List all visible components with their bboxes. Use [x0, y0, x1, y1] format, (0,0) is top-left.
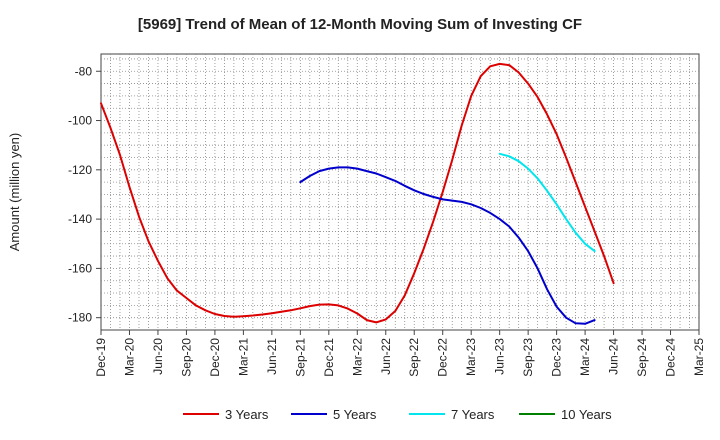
y-axis: -80 -100 -120 -140 -160 -180 — [68, 64, 101, 325]
x-tick-label: Sep-22 — [407, 338, 421, 377]
legend: 3 Years 5 Years 7 Years 10 Years — [183, 407, 612, 422]
y-tick-label: -140 — [68, 212, 92, 226]
chart-title: [5969] Trend of Mean of 12-Month Moving … — [138, 16, 582, 33]
y-tick-label: -100 — [68, 114, 92, 128]
series-lines — [100, 62, 615, 325]
y-axis-label: Amount (million yen) — [7, 133, 22, 252]
x-tick-label: Mar-21 — [236, 338, 250, 376]
x-tick-label: Dec-23 — [550, 338, 564, 377]
x-tick-label: Mar-23 — [464, 338, 478, 376]
grid-lines — [101, 54, 699, 330]
series-line-3-years — [100, 62, 615, 324]
x-tick-label: Dec-19 — [94, 338, 108, 377]
legend-label-10-years: 10 Years — [561, 407, 612, 422]
x-tick-label: Sep-24 — [635, 338, 649, 377]
x-tick-label: Mar-25 — [692, 338, 706, 376]
y-tick-label: -160 — [68, 261, 92, 275]
legend-label-5-years: 5 Years — [333, 407, 377, 422]
series-line-5-years — [299, 166, 596, 325]
x-tick-label: Dec-24 — [664, 338, 678, 377]
x-tick-label: Jun-24 — [607, 338, 621, 375]
series-line-7-years — [498, 152, 596, 253]
x-tick-label: Dec-22 — [436, 338, 450, 377]
x-tick-label: Jun-20 — [151, 338, 165, 375]
y-tick-label: -80 — [75, 64, 93, 78]
x-tick-label: Jun-21 — [265, 338, 279, 375]
plot-frame — [100, 53, 700, 331]
x-tick-label: Dec-20 — [208, 338, 222, 377]
legend-label-7-years: 7 Years — [451, 407, 495, 422]
x-tick-label: Sep-20 — [179, 338, 193, 377]
plot-area — [100, 53, 700, 331]
y-tick-label: -180 — [68, 311, 92, 325]
x-tick-label: Sep-21 — [293, 338, 307, 377]
x-tick-label: Jun-23 — [493, 338, 507, 375]
x-tick-label: Dec-21 — [322, 338, 336, 377]
legend-label-3-years: 3 Years — [225, 407, 269, 422]
x-tick-label: Mar-22 — [350, 338, 364, 376]
y-tick-label: -120 — [68, 163, 92, 177]
x-axis: Dec-19 Mar-20 Jun-20 Sep-20 Dec-20 Mar-21 Jun-… — [94, 330, 706, 377]
x-tick-label: Jun-22 — [379, 338, 393, 375]
x-tick-label: Mar-24 — [578, 338, 592, 376]
x-tick-label: Mar-20 — [122, 338, 136, 376]
x-tick-label: Sep-23 — [521, 338, 535, 377]
